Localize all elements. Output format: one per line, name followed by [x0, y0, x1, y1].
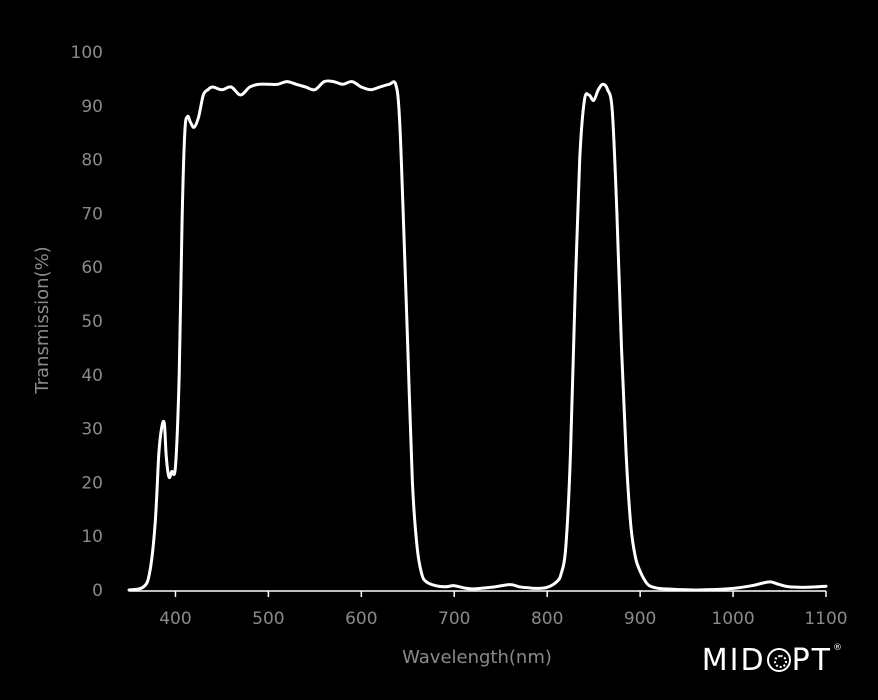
x-tick-label: 900: [624, 609, 656, 629]
x-tick-label: 400: [159, 609, 191, 629]
x-tick-label: 1000: [711, 609, 754, 629]
x-tick-label: 700: [438, 609, 470, 629]
x-tick-label: 500: [252, 609, 284, 629]
y-tick-label: 0: [92, 581, 103, 601]
y-tick-label: 60: [81, 258, 103, 278]
x-tick-label: 800: [531, 609, 563, 629]
y-tick-label: 100: [71, 43, 103, 63]
y-tick-label: 80: [81, 151, 103, 171]
transmission-curve: [127, 79, 828, 592]
y-tick-label: 50: [81, 312, 103, 332]
y-tick-label: 20: [81, 473, 103, 493]
logo-text-right: PT: [791, 643, 832, 678]
x-tick-label: 1100: [804, 609, 847, 629]
y-axis-title: Transmission(%): [32, 246, 53, 394]
y-tick-label: 90: [81, 97, 103, 117]
midopt-logo: MID PT®: [702, 643, 844, 678]
y-tick-label: 10: [81, 527, 103, 547]
y-tick-label: 30: [81, 420, 103, 440]
y-tick-label: 40: [81, 366, 103, 386]
logo-registered-mark: ®: [833, 643, 844, 653]
tick-labels: 400 500 600 700 800 900 1000 1100 0 10 20 30 40 50 60 7…: [71, 43, 848, 629]
x-axis-title: Wavelength(nm): [402, 647, 552, 668]
y-tick-label: 70: [81, 204, 103, 224]
logo-o-icon: [766, 648, 791, 672]
axes: [129, 590, 827, 597]
logo-text-left: MID: [701, 643, 766, 678]
x-tick-label: 600: [345, 609, 377, 629]
